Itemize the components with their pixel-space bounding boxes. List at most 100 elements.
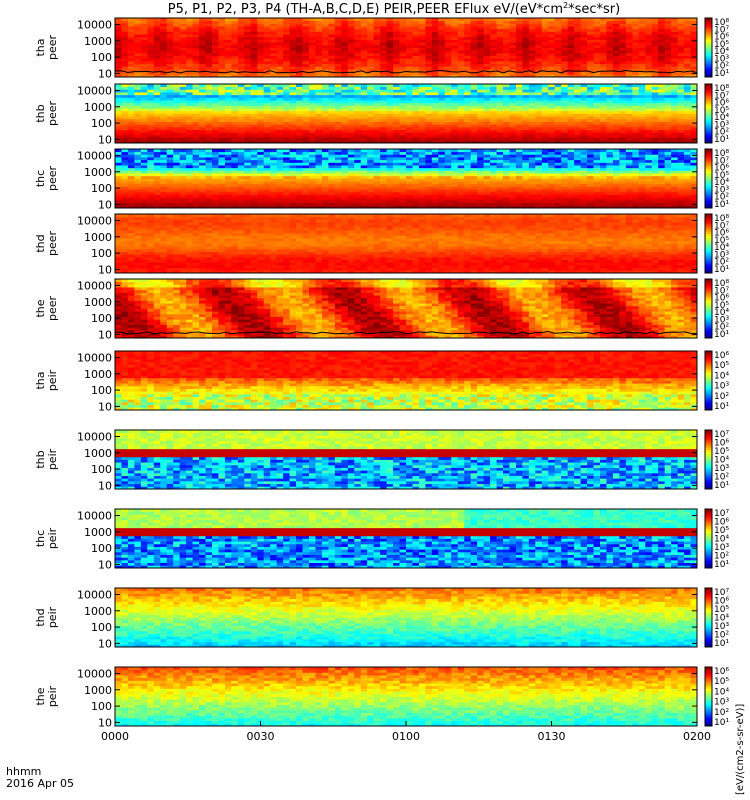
heatmap-cell [658,31,666,35]
heatmap-cell [360,124,368,128]
heatmap-cell [399,26,407,30]
heatmap-cell [412,89,420,93]
heatmap-cell [140,191,148,195]
heatmap-cell [289,118,297,122]
heatmap-cell [173,66,181,70]
heatmap-cell [173,60,181,64]
heatmap-cell [179,189,187,193]
heatmap-cell [289,47,297,51]
heatmap-cell [606,20,614,24]
heatmap-cell [244,60,252,64]
heatmap-cell [276,126,284,130]
heatmap-cell [464,137,472,141]
heatmap-cell [490,28,497,32]
heatmap-cell [147,71,155,75]
heatmap-cell [677,23,685,27]
heatmap-cell [386,126,394,130]
colorbar-frame [704,83,713,144]
heatmap-cell [147,162,155,166]
heatmap-cell [593,100,601,104]
heatmap-cell [373,63,381,67]
heatmap-cell [373,105,381,109]
heatmap-cell [380,86,387,90]
heatmap-cell [192,68,200,73]
heatmap-cell [444,118,452,122]
heatmap-cell [651,100,659,104]
heatmap-cell [548,34,556,38]
heatmap-cell [548,39,556,43]
heatmap-cell [373,194,381,198]
heatmap-cell [587,23,594,27]
heatmap-cell [354,202,362,206]
heatmap-cell [309,105,316,109]
heatmap-cell [270,94,278,98]
heatmap-cell [690,108,698,112]
heatmap-cell [205,71,213,75]
heatmap-cell [503,140,510,144]
heatmap-cell [147,28,155,32]
heatmap-cell [347,86,355,90]
heatmap-cell [509,100,517,104]
heatmap-cell [425,71,433,75]
heatmap-cell [360,199,368,204]
heatmap-cell [231,58,239,62]
heatmap-cell [218,63,226,67]
heatmap-cell [160,189,168,193]
heatmap-cell [690,134,698,139]
heatmap-cell [490,74,497,78]
heatmap-cell [671,28,678,32]
heatmap-cell [554,42,562,46]
heatmap-cell [231,94,239,98]
heatmap-cell [257,63,265,67]
heatmap-cell [205,129,213,133]
colorbar-tick-label: 10⁷ [714,25,729,35]
heatmap-cell [470,97,478,101]
heatmap-cell [283,66,290,70]
heatmap-cell [393,58,400,62]
heatmap-cell [121,55,129,59]
heatmap-cell [483,31,491,35]
heatmap-cell [457,118,465,122]
heatmap-cell [153,167,161,171]
heatmap-cell [600,105,607,109]
heatmap-cell [393,92,400,96]
heatmap-cell [224,121,232,125]
heatmap-cell [166,44,174,48]
heatmap-cell [179,94,187,98]
heatmap-cell [321,186,329,190]
heatmap-cell [186,170,193,174]
heatmap-cell [593,121,601,125]
heatmap-cell [367,36,375,40]
heatmap-cell [186,63,193,67]
heatmap-cell [173,132,181,136]
heatmap-cell [587,26,594,30]
heatmap-cell [115,110,122,114]
heatmap-cell [276,132,284,136]
heatmap-cell [270,84,278,88]
heatmap-cell [522,140,530,144]
heatmap-cell [205,175,213,179]
heatmap-cell [244,42,252,46]
heatmap-cell [127,71,135,75]
heatmap-cell [153,28,161,32]
heatmap-cell [153,194,161,198]
heatmap-cell [283,178,290,182]
heatmap-cell [418,102,426,106]
heatmap-cell [321,167,329,171]
heatmap-cell [386,31,394,35]
heatmap-cell [606,105,614,109]
heatmap-cell [483,110,491,114]
heatmap-cell [580,18,588,22]
heatmap-cell [386,132,394,136]
heatmap-cell [619,60,627,64]
heatmap-cell [121,186,129,190]
heatmap-cell [444,26,452,30]
heatmap-cell [321,105,329,109]
heatmap-cell [315,194,323,198]
heatmap-cell [574,132,581,136]
heatmap-cell [179,140,187,144]
heatmap-cell [321,194,329,198]
heatmap-cell [244,39,252,43]
heatmap-cell [457,134,465,139]
heatmap-cell [393,105,400,109]
